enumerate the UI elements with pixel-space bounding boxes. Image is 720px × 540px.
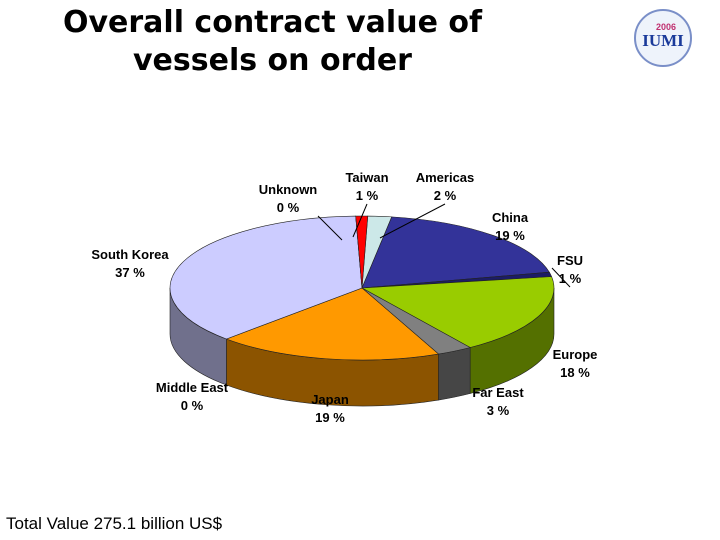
- slice-value-label: 0 %: [181, 398, 204, 413]
- slice-value-label: 1 %: [356, 188, 379, 203]
- slice-label: Japan: [311, 392, 349, 407]
- pie-side: [438, 347, 471, 401]
- slice-label: South Korea: [91, 247, 169, 262]
- leader-line: [551, 267, 571, 288]
- slide-title: Overall contract value of vessels on ord…: [62, 5, 483, 78]
- pie-slice: [360, 276, 555, 348]
- leader-line: [317, 215, 343, 241]
- leader-line: [379, 203, 446, 239]
- slice-label: China: [492, 210, 529, 225]
- pie-sides: [169, 287, 555, 407]
- total-note: Total Value 275.1 billion US$: [6, 514, 223, 533]
- slice-value-label: 3 %: [487, 403, 510, 418]
- slice-label: Taiwan: [345, 170, 388, 185]
- leader-line: [352, 203, 368, 238]
- slice-label: Far East: [472, 385, 524, 400]
- slice-value-label: 18 %: [560, 365, 590, 380]
- pie-tops: [169, 215, 555, 361]
- logo: 2006 IUMI: [634, 9, 692, 67]
- logo-year: 2006: [656, 22, 676, 32]
- slice-value-label: 19 %: [495, 228, 525, 243]
- slice-label: Americas: [416, 170, 475, 185]
- slice-label: Middle East: [156, 380, 229, 395]
- slice-value-label: 0 %: [277, 200, 300, 215]
- slice-value-label: 37 %: [115, 265, 145, 280]
- pie-slice: [169, 215, 363, 340]
- logo-name: IUMI: [642, 31, 684, 50]
- slice-value-label: 1 %: [559, 271, 582, 286]
- slice-label: Europe: [553, 347, 598, 362]
- logo-ring: [634, 9, 692, 67]
- slice-value-label: 2 %: [434, 188, 457, 203]
- slice-value-label: 19 %: [315, 410, 345, 425]
- slice-label: Unknown: [259, 182, 318, 197]
- slice-label: FSU: [557, 253, 583, 268]
- pie-slice: [225, 287, 440, 361]
- pie-slice: [361, 216, 550, 289]
